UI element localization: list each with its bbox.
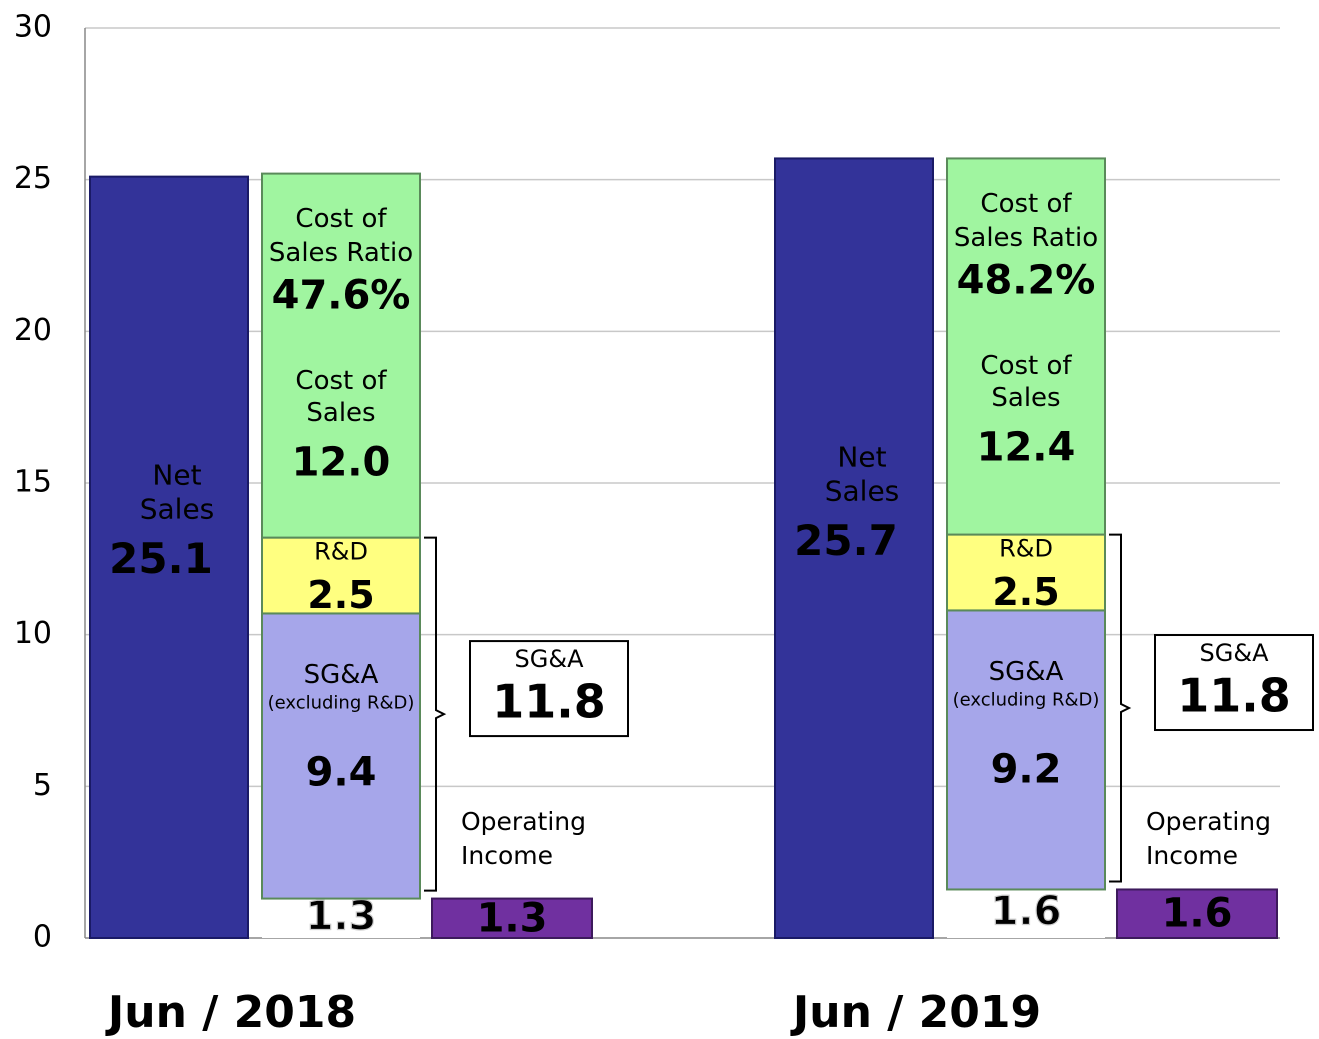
value-label: 12.4 <box>977 424 1076 470</box>
y-tick-label: 25 <box>14 161 52 196</box>
y-tick-label: 20 <box>14 313 52 348</box>
bar-label: Net <box>152 459 201 492</box>
value-label: 2.5 <box>992 570 1059 614</box>
value-label: 1.6 <box>1162 891 1233 937</box>
value-label: 2.5 <box>307 573 374 617</box>
segment-label: SG&A <box>304 660 379 690</box>
value-label: 25.7 <box>794 516 898 565</box>
bar-segment <box>261 172 421 539</box>
op-income-label: Operating <box>1146 807 1271 836</box>
y-tick-label: 10 <box>14 616 52 651</box>
segment-label: Cost of <box>295 204 387 234</box>
op-income-label: Operating <box>461 807 586 836</box>
brace <box>424 536 447 892</box>
bar-base <box>947 889 1105 938</box>
value-label: 25.1 <box>109 534 213 583</box>
segment-label: Sales <box>991 383 1060 413</box>
segment-label: Cost of <box>980 189 1072 219</box>
segment-label: Sales Ratio <box>269 238 413 268</box>
y-tick-label: 30 <box>14 10 52 45</box>
segment-label: R&D <box>314 538 368 566</box>
bar-label: Sales <box>140 493 215 526</box>
y-tick-label: 0 <box>33 920 52 955</box>
value-label: 47.6% <box>272 273 411 319</box>
segment-label: Cost of <box>980 351 1072 381</box>
bar-base <box>262 898 420 938</box>
bar-segment <box>946 157 1106 536</box>
segment-label: (excluding R&D) <box>268 692 415 713</box>
bar <box>774 157 934 939</box>
brace <box>1109 533 1132 883</box>
bar-segment <box>946 609 1106 891</box>
value-label: 48.2% <box>957 257 1096 303</box>
value-label: 9.4 <box>306 749 377 795</box>
bar <box>1116 888 1278 940</box>
y-tick-label: 15 <box>14 465 52 500</box>
bar-segment <box>261 536 421 615</box>
segment-label: Sales <box>306 398 375 428</box>
value-label: 9.2 <box>991 746 1062 792</box>
value-label: 1.6 <box>991 889 1062 935</box>
bar-segment <box>261 612 421 900</box>
value-label: 1.3 <box>477 895 548 941</box>
x-tick-label: Jun / 2019 <box>790 987 1041 1038</box>
value-label: 1.3 <box>306 893 377 939</box>
op-income-label: Income <box>1146 841 1238 870</box>
bar <box>89 175 249 939</box>
segment-label: Cost of <box>295 366 387 396</box>
box-label: SG&A <box>515 645 585 673</box>
x-tick-label: Jun / 2018 <box>105 987 356 1038</box>
sga-box <box>469 640 629 738</box>
box-label: SG&A <box>1200 639 1270 667</box>
segment-label: R&D <box>999 535 1053 563</box>
segment-label: (excluding R&D) <box>953 689 1100 710</box>
segment-label: Sales Ratio <box>954 223 1098 253</box>
y-tick-label: 5 <box>33 768 52 803</box>
sga-box <box>1154 634 1314 732</box>
bar <box>431 897 593 939</box>
bar-segment <box>946 533 1106 612</box>
box-value: 11.8 <box>1177 669 1291 723</box>
segment-label: SG&A <box>989 657 1064 687</box>
bar-label: Sales <box>825 474 900 507</box>
value-label: 12.0 <box>292 440 391 486</box>
op-income-label: Income <box>461 841 553 870</box>
bar-label: Net <box>837 440 886 473</box>
box-value: 11.8 <box>492 675 606 729</box>
